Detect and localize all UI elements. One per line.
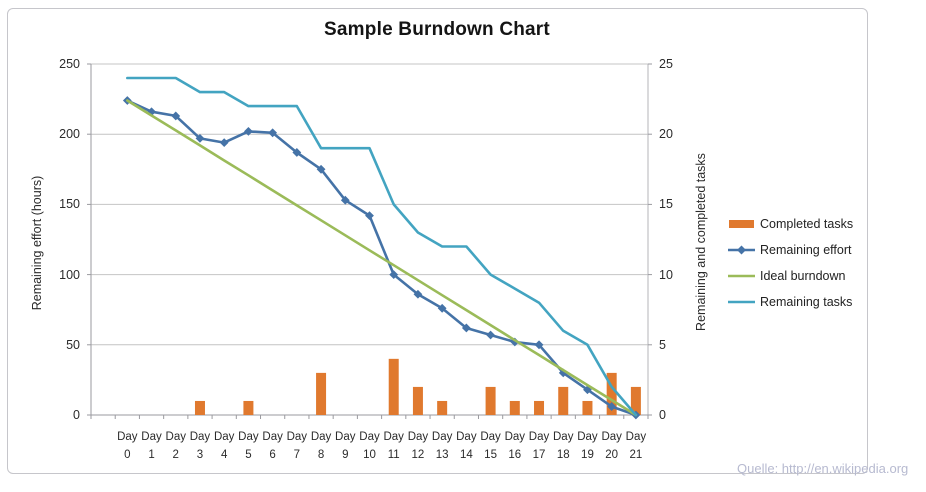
legend-item-completed-tasks: Completed tasks (728, 211, 853, 237)
x-axis-tick-day-13: Day 13 (431, 431, 453, 461)
remaining-effort-swatch (728, 245, 755, 255)
left-axis-tick: 0 (73, 408, 80, 422)
remaining-tasks-swatch (728, 300, 755, 304)
bar-completed-tasks-day-11 (388, 358, 399, 415)
marker-remaining-effort-day-3 (195, 134, 205, 143)
ideal-burndown-swatch (728, 274, 755, 278)
left-axis-tick: 250 (59, 57, 80, 71)
marker-remaining-effort-day-8 (316, 164, 326, 174)
x-axis-tick-day-5: Day 5 (238, 431, 259, 461)
series-remaining-tasks-line (126, 76, 638, 417)
legend-item-remaining-tasks: Remaining tasks (728, 289, 853, 315)
legend-item-remaining-effort: Remaining effort (728, 237, 853, 263)
legend-label-ideal-burndown: Ideal burndown (760, 269, 846, 283)
series-remaining-effort-line (126, 99, 638, 417)
marker-remaining-effort-day-20 (607, 402, 617, 411)
marker-remaining-effort-day-5 (244, 126, 253, 136)
bar-completed-tasks-day-5 (243, 400, 254, 415)
x-axis-tick-day-7: Day 7 (286, 431, 308, 461)
x-axis-tick-day-14: Day 14 (456, 431, 477, 461)
marker-remaining-effort-day-14 (461, 323, 471, 333)
right-axis-tick: 25 (659, 57, 673, 71)
bar-completed-tasks-day-13 (437, 400, 448, 415)
marker-remaining-effort-day-15 (486, 330, 495, 340)
legend-label-completed-tasks: Completed tasks (760, 217, 854, 231)
marker-remaining-effort-day-4 (219, 138, 229, 148)
bar-completed-tasks-day-21 (630, 386, 641, 415)
marker-remaining-effort-day-2 (171, 111, 181, 121)
bar-completed-tasks-day-15 (485, 386, 496, 415)
x-axis-tick-day-15: Day 15 (480, 431, 501, 461)
left-axis-tick: 100 (59, 267, 80, 282)
left-axis-tick: 200 (59, 127, 80, 142)
legend-label-remaining-effort: Remaining effort (760, 243, 852, 257)
x-axis-tick-day-11: Day 11 (383, 431, 404, 461)
marker-remaining-effort-day-12 (413, 289, 423, 299)
right-axis-tick: 5 (659, 337, 666, 352)
chart-title: Sample Burndown Chart (324, 19, 550, 40)
bar-completed-tasks-day-19 (582, 400, 593, 415)
x-axis-tick-day-9: Day 9 (335, 431, 356, 461)
series-ideal-burndown-line (126, 99, 638, 417)
right-axis-tick: 15 (659, 197, 673, 212)
bar-completed-tasks-day-12 (412, 386, 423, 415)
bar-completed-tasks-day-3 (194, 400, 205, 415)
left-axis-title: Remaining effort (hours) (30, 175, 44, 311)
x-axis-tick-day-4: Day 4 (213, 431, 235, 461)
x-axis-tick-day-18: Day 18 (553, 431, 574, 461)
marker-remaining-effort-day-18 (558, 368, 568, 378)
x-axis-tick-day-8: Day 8 (310, 431, 332, 461)
bar-completed-tasks-day-18 (558, 386, 569, 415)
x-axis-tick-day-20: Day 20 (601, 431, 622, 461)
x-axis-tick-day-3: Day 3 (189, 431, 211, 461)
right-axis-tick: 0 (659, 408, 666, 422)
completed-tasks-swatch (729, 220, 754, 228)
x-axis-tick-day-6: Day 6 (262, 431, 283, 461)
bar-completed-tasks-day-20 (606, 372, 617, 415)
x-axis-tick-day-19: Day 19 (577, 431, 598, 461)
x-axis-tick-day-12: Day 12 (407, 431, 429, 461)
bar-completed-tasks-day-17 (534, 400, 545, 415)
x-axis-tick-day-17: Day 17 (528, 431, 550, 461)
chart-frame (7, 8, 868, 474)
x-axis-tick-day-21: Day 21 (625, 431, 647, 461)
marker-remaining-effort-day-1 (147, 107, 156, 117)
marker-remaining-effort-day-13 (437, 303, 447, 313)
x-axis-tick-day-16: Day 16 (504, 431, 526, 461)
legend-item-ideal-burndown: Ideal burndown (728, 263, 853, 289)
marker-remaining-effort-day-7 (292, 148, 302, 157)
legend: Completed tasks Remaining effort Ideal bur… (728, 211, 853, 315)
marker-remaining-effort-day-9 (340, 195, 350, 205)
x-axis-tick-day-1: Day 1 (141, 431, 162, 461)
legend-label-remaining-tasks: Remaining tasks (760, 295, 853, 309)
bar-completed-tasks-day-8 (316, 372, 327, 415)
bar-completed-tasks-day-16 (509, 400, 520, 415)
x-axis-tick-day-0: Day 0 (117, 431, 138, 461)
left-axis-tick: 50 (66, 337, 80, 352)
right-axis-tick: 10 (659, 267, 673, 282)
source-attribution: Quelle: http://en.wikipedia.org (737, 461, 909, 476)
marker-remaining-effort-day-17 (534, 340, 544, 350)
x-axis-tick-day-2: Day 2 (165, 431, 186, 461)
right-axis-tick: 20 (659, 127, 673, 142)
left-axis-tick: 150 (59, 197, 80, 212)
marker-remaining-effort-day-6 (268, 128, 278, 138)
right-axis-title: Remaining and completed tasks (694, 153, 708, 331)
marker-remaining-effort-day-11 (389, 270, 399, 279)
marker-remaining-effort-day-10 (365, 211, 374, 221)
x-axis-tick-day-10: Day 10 (359, 431, 380, 461)
